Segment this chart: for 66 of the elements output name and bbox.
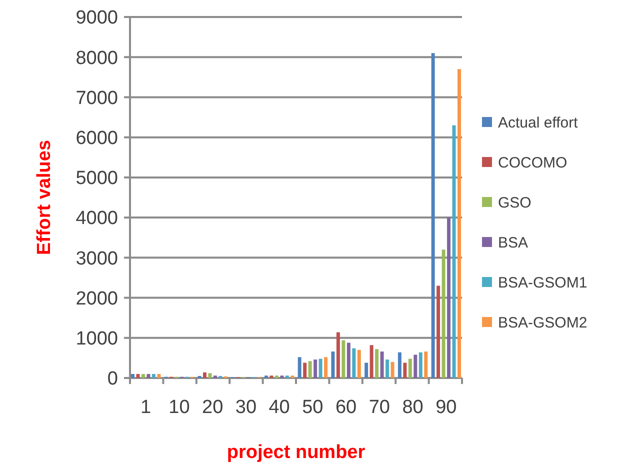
x-tick-label: 30 bbox=[235, 397, 257, 418]
bar bbox=[442, 250, 446, 378]
bar bbox=[157, 374, 161, 378]
x-tick-label: 80 bbox=[402, 397, 424, 418]
bar bbox=[458, 69, 461, 378]
bar bbox=[408, 358, 412, 378]
x-tick-label: 10 bbox=[168, 397, 190, 418]
y-tick-label: 1000 bbox=[76, 328, 118, 350]
bar bbox=[436, 286, 440, 378]
bar bbox=[336, 332, 340, 378]
bar bbox=[136, 374, 140, 378]
y-axis-title: Effort values bbox=[34, 140, 55, 256]
x-tick-label: 50 bbox=[302, 397, 324, 418]
y-tick-label: 4000 bbox=[76, 208, 118, 230]
x-tick-label: 90 bbox=[436, 397, 457, 418]
bar bbox=[352, 348, 356, 378]
bar bbox=[298, 357, 302, 378]
y-tick-label: 7000 bbox=[76, 88, 118, 109]
bar bbox=[390, 362, 394, 378]
y-tick-label: 2000 bbox=[76, 288, 118, 310]
legend-label: COCOMO bbox=[498, 154, 568, 172]
bar bbox=[141, 374, 145, 378]
legend-label: BSA-GSOM2 bbox=[498, 314, 588, 332]
x-tick-label: 70 bbox=[368, 397, 390, 418]
bar bbox=[370, 345, 374, 378]
bar bbox=[364, 362, 368, 378]
bar bbox=[303, 362, 307, 378]
bar bbox=[403, 362, 407, 378]
x-tick-label: 20 bbox=[202, 397, 224, 418]
bar bbox=[331, 352, 335, 378]
bar bbox=[308, 361, 312, 378]
bar bbox=[208, 373, 212, 378]
bar bbox=[342, 340, 346, 378]
y-tick-label: 5000 bbox=[76, 168, 118, 190]
bar bbox=[447, 218, 451, 378]
legend-label: BSA bbox=[498, 234, 528, 252]
y-tick-label: 6000 bbox=[76, 128, 118, 149]
x-tick-label: 1 bbox=[140, 397, 152, 418]
y-tick-label: 8000 bbox=[76, 48, 118, 69]
bar bbox=[324, 357, 328, 378]
bar bbox=[346, 342, 350, 378]
legend-label: GSO bbox=[498, 194, 532, 212]
y-tick-label: 0 bbox=[107, 368, 118, 390]
bar bbox=[398, 352, 402, 378]
bar bbox=[146, 374, 150, 378]
y-tick-label: 3000 bbox=[76, 248, 118, 270]
bar bbox=[152, 374, 156, 378]
legend-label: Actual effort bbox=[498, 114, 579, 132]
bar bbox=[375, 349, 379, 378]
y-tick-label: 9000 bbox=[76, 8, 118, 29]
bar bbox=[452, 125, 456, 378]
legend-label: BSA-GSOM1 bbox=[498, 274, 588, 292]
bar bbox=[431, 53, 435, 378]
bar bbox=[131, 374, 134, 378]
x-tick-label: 60 bbox=[335, 397, 357, 418]
bar bbox=[314, 360, 318, 378]
bar bbox=[414, 354, 418, 378]
bar bbox=[318, 358, 322, 378]
x-axis-title: project number bbox=[226, 442, 366, 463]
bar bbox=[424, 352, 428, 378]
x-tick-label: 40 bbox=[268, 397, 290, 418]
bar bbox=[357, 350, 361, 378]
bar bbox=[202, 372, 206, 378]
bar bbox=[386, 360, 390, 378]
bar bbox=[418, 352, 422, 378]
bar bbox=[380, 352, 384, 378]
